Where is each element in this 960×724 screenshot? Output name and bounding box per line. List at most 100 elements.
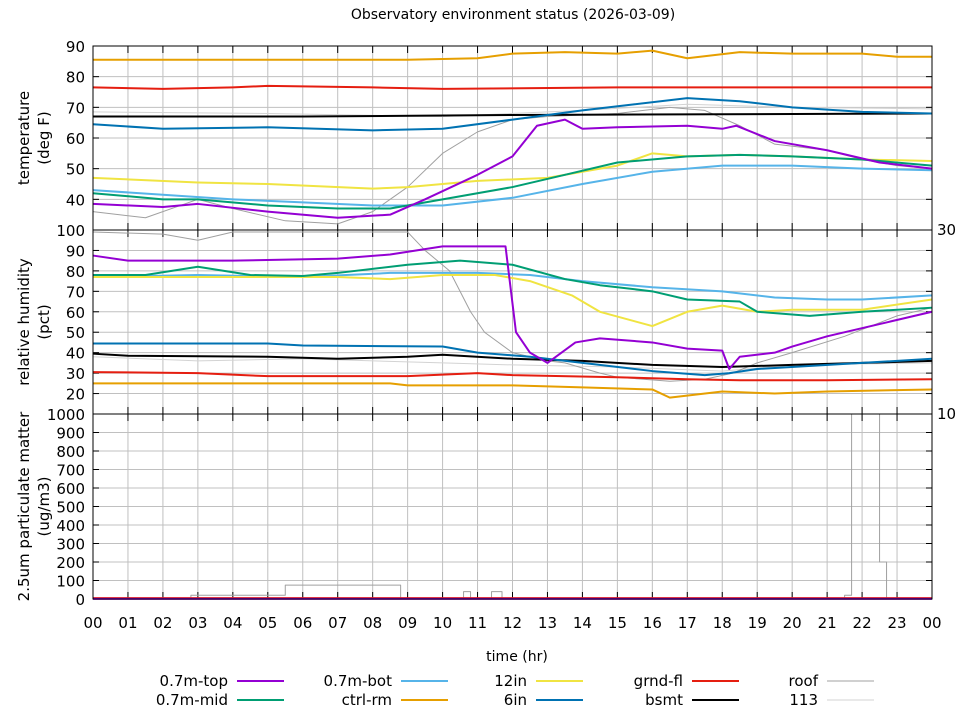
x-tick-label: 21	[818, 614, 837, 632]
y-tick-label: 40	[66, 191, 85, 209]
y-tick-label: 30	[66, 365, 85, 383]
legend-label: 0.7m-mid	[156, 691, 228, 709]
series-grnd-fl	[92, 371, 933, 382]
x-tick-label: 16	[643, 614, 662, 632]
x-tick-label: 22	[853, 614, 872, 632]
series-113	[92, 356, 933, 372]
y-tick-label: 80	[66, 69, 85, 87]
series-0.7m-top	[92, 118, 933, 219]
legend-label: 12in	[494, 672, 527, 690]
legend-item-6in: 6in	[504, 691, 583, 709]
y-axis-unit: (pct)	[35, 304, 53, 339]
plot-frame	[92, 413, 933, 600]
series-roof	[92, 231, 933, 382]
y-tick-label: 200	[56, 554, 85, 572]
y-tick-label: 400	[56, 517, 85, 535]
x-tick-label: 08	[363, 614, 382, 632]
x-tick-label: 09	[398, 614, 417, 632]
x-tick-label: 10	[433, 614, 452, 632]
y-tick-label: 90	[66, 242, 85, 260]
y-tick-label: 40	[66, 345, 85, 363]
y-tick-label: 800	[56, 443, 85, 461]
legend-label: 0.7m-top	[160, 672, 228, 690]
y-tick-label: 20	[66, 386, 85, 404]
y-tick-label: 1000	[47, 406, 85, 424]
series-grnd-fl	[92, 84, 932, 90]
y-tick-label: 600	[56, 480, 85, 498]
series-roof	[93, 413, 932, 600]
x-tick-label: 20	[783, 614, 802, 632]
legend-item-ctrl-rm: ctrl-rm	[342, 691, 448, 709]
panels: 30 40 50 60 70 80 90 temperature (deg F) 10 20 30 40…	[15, 38, 956, 609]
y-tick-label: 100	[56, 573, 85, 591]
legend-label: 0.7m-bot	[324, 672, 393, 690]
legend-label: 6in	[504, 691, 527, 709]
series-ctrl-rm	[93, 382, 933, 399]
x-tick-label: 05	[258, 614, 277, 632]
y-tick-label: 60	[66, 130, 85, 148]
y-tick-label: 700	[56, 462, 85, 480]
legend-item-grnd-fl: grnd-fl	[634, 672, 739, 690]
y-tick-label: 900	[56, 425, 85, 443]
y-tick-label: 70	[66, 99, 85, 117]
legend: 0.7m-top 0.7m-bot 12in grnd-fl roof 0.7m-mid c…	[156, 672, 874, 709]
panel-1: 10 20 30 40 50 60 70 80 90 100 relative humidity (p…	[15, 222, 956, 423]
y-tick-label: 10	[937, 405, 956, 423]
x-tick-label: 13	[538, 614, 557, 632]
y-axis-label: 2.5um particulate matter	[15, 411, 33, 601]
legend-item-0.7m-bot: 0.7m-bot	[324, 672, 448, 690]
x-tick-label: 15	[608, 614, 627, 632]
series-0.7m-mid	[93, 259, 933, 317]
x-tick-label: 07	[328, 614, 347, 632]
legend-item-bsmt: bsmt	[645, 691, 739, 709]
x-tick-label: 00	[83, 614, 102, 632]
y-tick-label: 300	[56, 536, 85, 554]
series-0.7m-bot	[92, 164, 933, 207]
y-axis-label: temperature	[15, 91, 33, 185]
legend-label: 113	[789, 691, 818, 709]
series-6in	[93, 342, 933, 377]
legend-item-12in: 12in	[494, 672, 583, 690]
y-tick-label: 80	[66, 263, 85, 281]
x-axis-label: time (hr)	[486, 649, 548, 665]
x-tick-label: 23	[887, 614, 906, 632]
x-tick-label: 06	[293, 614, 312, 632]
x-tick-label: 14	[573, 614, 592, 632]
y-tick-label: 50	[66, 324, 85, 342]
series-0.7m-top	[92, 245, 933, 371]
legend-label: roof	[789, 672, 819, 690]
series-6in	[92, 97, 933, 132]
legend-item-0.7m-top: 0.7m-top	[160, 672, 284, 690]
x-tick-label: 17	[678, 614, 697, 632]
y-tick-label: 70	[66, 283, 85, 301]
legend-label: bsmt	[645, 691, 683, 709]
legend-label: grnd-fl	[634, 672, 683, 690]
series-12in	[93, 273, 933, 328]
y-tick-label: 90	[66, 38, 85, 56]
legend-item-113: 113	[789, 691, 874, 709]
series-bsmt	[92, 352, 933, 368]
x-tick-label: 03	[188, 614, 207, 632]
series-bsmt	[93, 112, 933, 118]
series-ctrl-rm	[93, 49, 932, 61]
y-tick-label: 60	[66, 304, 85, 322]
y-tick-label: 100	[56, 222, 85, 240]
y-axis-unit: (deg F)	[35, 111, 53, 164]
y-tick-label: 0	[75, 591, 85, 609]
y-tick-label: 500	[56, 499, 85, 517]
x-tick-label: 18	[713, 614, 732, 632]
legend-label: ctrl-rm	[342, 691, 392, 709]
series-0.7m-mid	[92, 153, 933, 210]
x-tick-label: 01	[118, 614, 137, 632]
x-tick-label: 12	[503, 614, 522, 632]
y-axis-label: relative humidity	[15, 258, 33, 386]
x-tick-label: 04	[223, 614, 242, 632]
x-tick-label: 19	[748, 614, 767, 632]
y-axis-unit: (ug/m3)	[35, 477, 53, 537]
legend-item-0.7m-mid: 0.7m-mid	[156, 691, 284, 709]
x-tick-label: 02	[153, 614, 172, 632]
x-tick-label: 11	[468, 614, 487, 632]
y-tick-label: 50	[66, 161, 85, 179]
